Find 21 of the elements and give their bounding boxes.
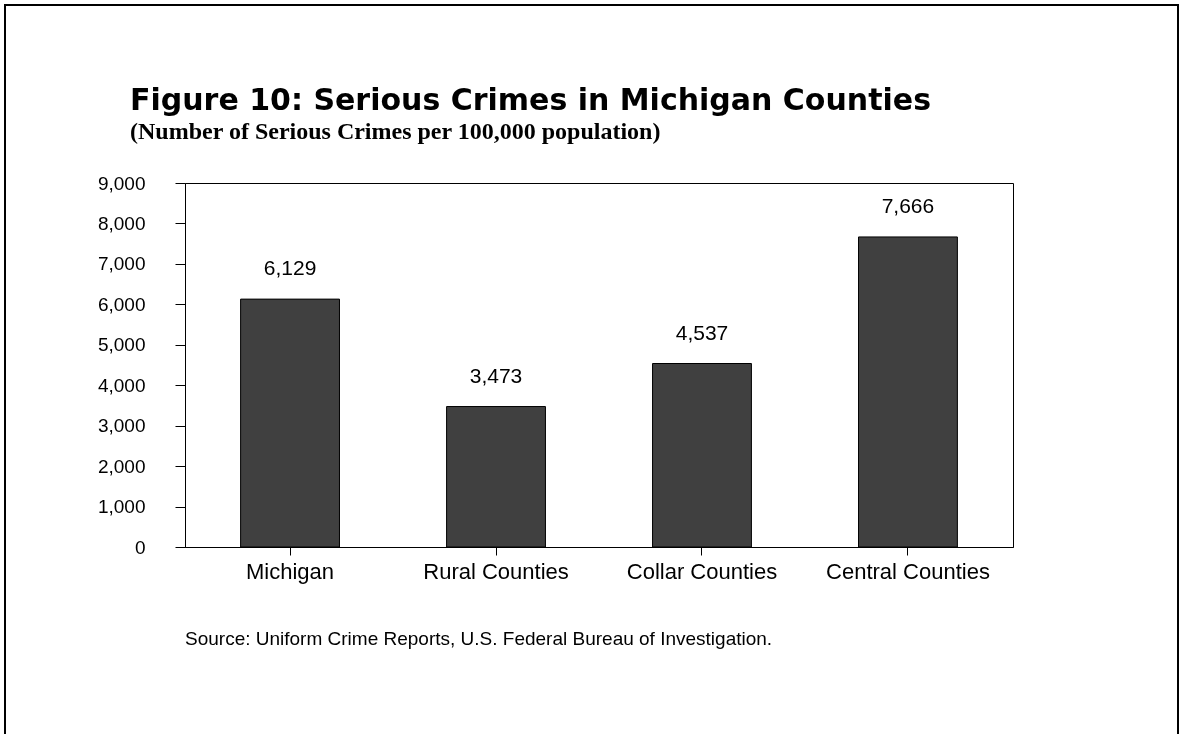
y-tick-label: 5,000	[97, 334, 146, 356]
y-tick-label: 0	[134, 536, 146, 558]
data-label: 6,129	[263, 256, 317, 280]
x-tick-label: Rural Counties	[423, 558, 569, 584]
data-label: 4,537	[675, 320, 729, 344]
y-tick-label: 4,000	[97, 374, 146, 396]
source-note: Source: Uniform Crime Reports, U.S. Federal Bureau of Investigation.	[185, 628, 773, 650]
data-label: 7,666	[881, 193, 935, 217]
y-tick-label: 6,000	[97, 293, 146, 315]
y-tick-label: 1,000	[97, 496, 146, 518]
chart-subtitle: (Number of Serious Crimes per 100,000 population)	[130, 118, 661, 144]
x-tick-label: Collar Counties	[626, 558, 778, 584]
y-tick-label: 3,000	[97, 415, 146, 437]
y-tick-label: 7,000	[97, 253, 146, 275]
chart-title: Figure 10: Serious Crimes in Michigan Counties	[130, 82, 932, 117]
y-tick-label: 9,000	[97, 172, 146, 194]
data-label: 3,473	[469, 363, 523, 387]
x-tick-label: Central Counties	[826, 558, 990, 584]
y-tick-label: 2,000	[97, 455, 146, 477]
y-tick-label: 8,000	[97, 212, 146, 234]
x-tick-label: Michigan	[246, 558, 335, 584]
